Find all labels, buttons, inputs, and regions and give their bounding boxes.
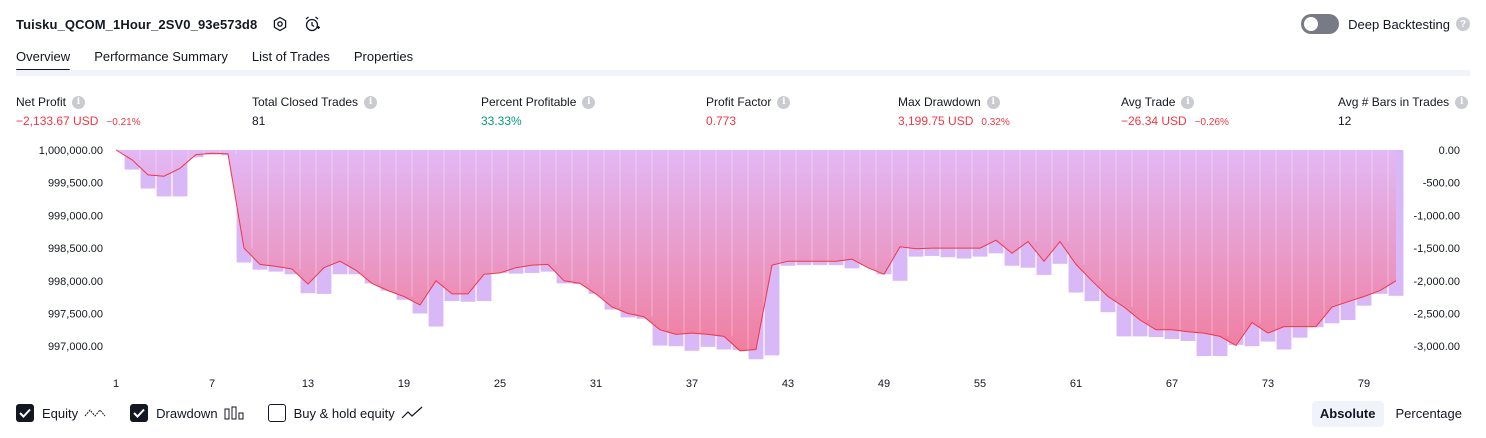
metric-percent: 0.32%: [981, 117, 1010, 128]
help-icon[interactable]: ?: [1456, 17, 1470, 31]
metric-total-closed-trades: Total Closed Trades i 81: [252, 94, 378, 130]
metric-avg-bars-in-trades: Avg # Bars in Trades i 12: [1338, 94, 1469, 130]
right-axis-tick: -2,000.00: [1414, 276, 1460, 288]
mode-percentage[interactable]: Percentage: [1395, 406, 1463, 421]
left-axis-tick: 999,500.00: [48, 178, 103, 190]
metric-net-profit: Net Profit i −2,133.67 USD −0.21%: [16, 94, 141, 130]
metric-max-drawdown: Max Drawdown i 3,199.75 USD 0.32%: [898, 94, 1010, 130]
metric-label: Total Closed Trades: [252, 95, 359, 109]
right-axis: 0.00 -500.00 -1,000.00 -1,500.00 -2,000.00 -2…: [1414, 145, 1460, 353]
x-axis-tick: 37: [686, 378, 698, 390]
x-axis-tick: 25: [494, 378, 506, 390]
metric-value: 81: [252, 114, 266, 128]
buy-hold-label: Buy & hold equity: [293, 405, 395, 421]
buy-hold-checkbox[interactable]: [267, 404, 286, 422]
equity-area: [115, 149, 1397, 352]
buy-hold-toggle[interactable]: Buy & hold equity: [267, 404, 423, 422]
metric-value: 12: [1338, 114, 1352, 128]
left-axis-tick: 999,000.00: [48, 210, 103, 222]
x-axis-tick: 73: [1262, 378, 1274, 390]
toggle-knob: [1304, 17, 1319, 31]
metric-value: 33.33%: [481, 114, 522, 128]
tab-underline-bar: [16, 70, 1470, 76]
deep-backtesting-label: Deep Backtesting: [1348, 16, 1450, 32]
x-axis: 1 7 13 19 25 31 37 43 49 55 61 67 73 79: [113, 378, 1370, 390]
drawdown-label: Drawdown: [156, 405, 218, 421]
left-axis-tick: 998,500.00: [48, 243, 103, 255]
equity-drawdown-chart[interactable]: 1,000,000.00 999,500.00 999,000.00 998,500.…: [0, 140, 1486, 396]
drawdown-checkbox[interactable]: [130, 404, 149, 422]
equity-toggle[interactable]: Equity: [16, 404, 106, 422]
right-axis-tick: -3,000.00: [1414, 341, 1460, 353]
x-axis-tick: 79: [1358, 378, 1370, 390]
metric-label: Profit Factor: [706, 95, 772, 109]
info-icon[interactable]: i: [1181, 95, 1195, 109]
metric-label: Avg Trade: [1121, 95, 1176, 109]
settings-icon[interactable]: [271, 15, 289, 33]
info-icon[interactable]: i: [72, 95, 86, 109]
metric-label: Avg # Bars in Trades: [1338, 95, 1450, 109]
metric-percent-profitable: Percent Profitable i 33.33%: [481, 94, 596, 130]
x-axis-tick: 55: [974, 378, 986, 390]
right-axis-tick: 0.00: [1439, 145, 1460, 157]
left-axis-tick: 997,000.00: [48, 341, 103, 353]
equity-label: Equity: [42, 405, 79, 421]
drawdown-bars-icon: [224, 406, 244, 420]
strategy-header: Tuisku_QCOM_1Hour_2SV0_93e573d8: [16, 12, 321, 36]
left-axis-tick: 997,500.00: [48, 308, 103, 320]
mode-absolute[interactable]: Absolute: [1311, 401, 1384, 427]
metric-percent: −0.21%: [106, 117, 141, 128]
tab-list-of-trades[interactable]: List of Trades: [251, 49, 330, 64]
x-axis-tick: 1: [113, 378, 119, 390]
metric-value: −26.34 USD: [1121, 114, 1187, 128]
strategy-title: Tuisku_QCOM_1Hour_2SV0_93e573d8: [16, 16, 258, 32]
right-axis-tick: -1,500.00: [1414, 243, 1460, 255]
x-axis-tick: 61: [1070, 378, 1082, 390]
right-axis-tick: -500.00: [1423, 178, 1460, 190]
left-axis-tick: 998,000.00: [48, 276, 103, 288]
tab-properties[interactable]: Properties: [353, 49, 414, 64]
right-axis-tick: -1,000.00: [1414, 210, 1460, 222]
info-icon[interactable]: i: [777, 95, 791, 109]
info-icon[interactable]: i: [1455, 95, 1469, 109]
x-axis-tick: 19: [398, 378, 410, 390]
metric-label: Net Profit: [16, 95, 67, 109]
equity-line-icon: [84, 406, 106, 420]
deep-backtesting-toggle[interactable]: [1301, 14, 1340, 34]
value-mode-switch: Absolute Percentage: [1308, 401, 1470, 427]
metric-value: 0.773: [706, 114, 737, 128]
metric-percent: −0.26%: [1194, 117, 1229, 128]
drawdown-toggle[interactable]: Drawdown: [130, 404, 244, 422]
tab-overview[interactable]: Overview: [16, 46, 71, 72]
x-axis-tick: 43: [782, 378, 794, 390]
x-axis-tick: 31: [590, 378, 602, 390]
right-axis-tick: -2,500.00: [1414, 308, 1460, 320]
info-icon[interactable]: i: [364, 95, 378, 109]
info-icon[interactable]: i: [582, 95, 596, 109]
metric-profit-factor: Profit Factor i 0.773: [706, 94, 791, 130]
metric-avg-trade: Avg Trade i −26.34 USD −0.26%: [1121, 94, 1229, 130]
x-axis-tick: 13: [302, 378, 314, 390]
metric-label: Percent Profitable: [481, 95, 577, 109]
alarm-clock-icon[interactable]: [303, 15, 321, 33]
buy-hold-line-icon: [401, 406, 423, 420]
x-axis-tick: 7: [209, 378, 215, 390]
metric-value: 3,199.75 USD: [898, 114, 974, 128]
chart-legend: Equity Drawdown Buy & hold equity: [16, 404, 447, 422]
x-axis-tick: 67: [1166, 378, 1178, 390]
equity-line: [115, 149, 1397, 352]
info-icon[interactable]: i: [986, 95, 1000, 109]
tab-bar: Overview Performance Summary List of Tra…: [16, 46, 437, 72]
deep-backtesting-control: Deep Backtesting ?: [1301, 12, 1470, 36]
tab-performance-summary[interactable]: Performance Summary: [94, 49, 228, 64]
x-axis-tick: 49: [878, 378, 890, 390]
equity-checkbox[interactable]: [16, 404, 34, 422]
equity-fill: [116, 150, 1396, 351]
left-axis-tick: 1,000,000.00: [39, 145, 103, 157]
metric-label: Max Drawdown: [898, 95, 981, 109]
metric-value: −2,133.67 USD: [16, 114, 99, 128]
left-axis: 1,000,000.00 999,500.00 999,000.00 998,500.…: [39, 145, 103, 353]
